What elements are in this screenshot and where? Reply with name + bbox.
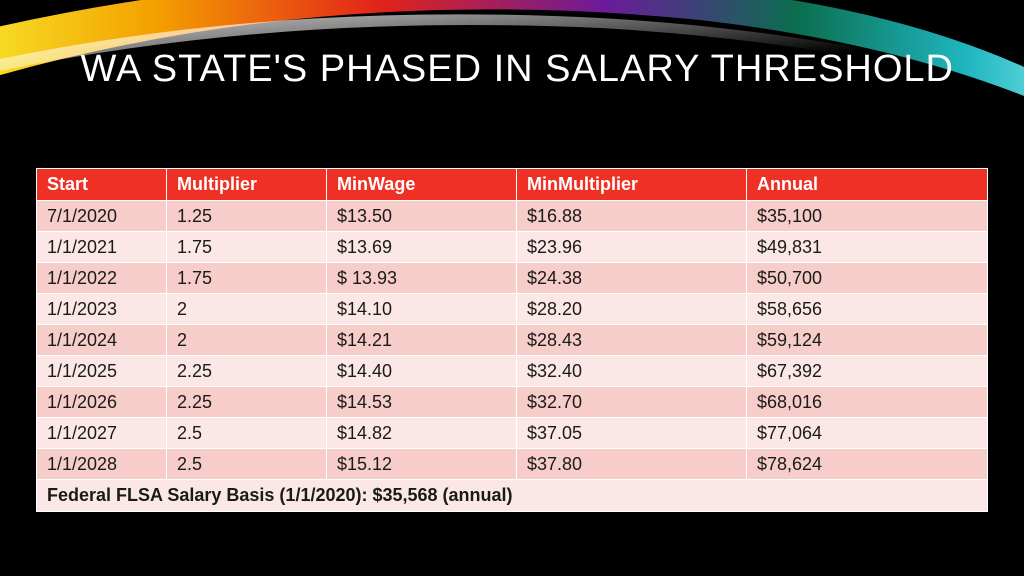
cell: $13.69 xyxy=(327,232,517,263)
cell: $67,392 xyxy=(747,356,988,387)
footer-note: Federal FLSA Salary Basis (1/1/2020): $3… xyxy=(37,480,988,512)
cell: $28.20 xyxy=(517,294,747,325)
cell: 1.75 xyxy=(167,263,327,294)
cell: 2.5 xyxy=(167,449,327,480)
table-footer-row: Federal FLSA Salary Basis (1/1/2020): $3… xyxy=(37,480,988,512)
cell: $32.40 xyxy=(517,356,747,387)
cell: $14.53 xyxy=(327,387,517,418)
cell: 1/1/2022 xyxy=(37,263,167,294)
cell: $24.38 xyxy=(517,263,747,294)
cell: $14.40 xyxy=(327,356,517,387)
table-row: 1/1/2021 1.75 $13.69 $23.96 $49,831 xyxy=(37,232,988,263)
cell: $77,064 xyxy=(747,418,988,449)
cell: $28.43 xyxy=(517,325,747,356)
cell: 2 xyxy=(167,294,327,325)
cell: $23.96 xyxy=(517,232,747,263)
cell: 1/1/2023 xyxy=(37,294,167,325)
cell: 2.25 xyxy=(167,356,327,387)
table-row: 1/1/2026 2.25 $14.53 $32.70 $68,016 xyxy=(37,387,988,418)
cell: $49,831 xyxy=(747,232,988,263)
cell: $58,656 xyxy=(747,294,988,325)
cell: $14.21 xyxy=(327,325,517,356)
col-multiplier: Multiplier xyxy=(167,169,327,201)
table-row: 1/1/2023 2 $14.10 $28.20 $58,656 xyxy=(37,294,988,325)
cell: $78,624 xyxy=(747,449,988,480)
col-annual: Annual xyxy=(747,169,988,201)
cell: $59,124 xyxy=(747,325,988,356)
cell: $32.70 xyxy=(517,387,747,418)
cell: 2.5 xyxy=(167,418,327,449)
cell: 1/1/2027 xyxy=(37,418,167,449)
cell: $37.80 xyxy=(517,449,747,480)
cell: $37.05 xyxy=(517,418,747,449)
table-header-row: Start Multiplier MinWage MinMultiplier A… xyxy=(37,169,988,201)
cell: $68,016 xyxy=(747,387,988,418)
table-row: 1/1/2027 2.5 $14.82 $37.05 $77,064 xyxy=(37,418,988,449)
cell: $ 13.93 xyxy=(327,263,517,294)
salary-threshold-table: Start Multiplier MinWage MinMultiplier A… xyxy=(36,168,988,512)
cell: $50,700 xyxy=(747,263,988,294)
table-row: 1/1/2028 2.5 $15.12 $37.80 $78,624 xyxy=(37,449,988,480)
cell: 2.25 xyxy=(167,387,327,418)
cell: 1/1/2025 xyxy=(37,356,167,387)
table-row: 7/1/2020 1.25 $13.50 $16.88 $35,100 xyxy=(37,201,988,232)
cell: 1.75 xyxy=(167,232,327,263)
table-row: 1/1/2022 1.75 $ 13.93 $24.38 $50,700 xyxy=(37,263,988,294)
cell: 1/1/2021 xyxy=(37,232,167,263)
cell: $13.50 xyxy=(327,201,517,232)
cell: 7/1/2020 xyxy=(37,201,167,232)
cell: 1.25 xyxy=(167,201,327,232)
slide-title: WA STATE'S PHASED IN SALARY THRESHOLD xyxy=(0,48,1024,92)
cell: $16.88 xyxy=(517,201,747,232)
col-minwage: MinWage xyxy=(327,169,517,201)
cell: 1/1/2024 xyxy=(37,325,167,356)
cell: $35,100 xyxy=(747,201,988,232)
cell: 1/1/2028 xyxy=(37,449,167,480)
table-row: 1/1/2024 2 $14.21 $28.43 $59,124 xyxy=(37,325,988,356)
cell: 1/1/2026 xyxy=(37,387,167,418)
cell: $14.82 xyxy=(327,418,517,449)
col-minmultiplier: MinMultiplier xyxy=(517,169,747,201)
cell: 2 xyxy=(167,325,327,356)
cell: $15.12 xyxy=(327,449,517,480)
col-start: Start xyxy=(37,169,167,201)
cell: $14.10 xyxy=(327,294,517,325)
table-row: 1/1/2025 2.25 $14.40 $32.40 $67,392 xyxy=(37,356,988,387)
